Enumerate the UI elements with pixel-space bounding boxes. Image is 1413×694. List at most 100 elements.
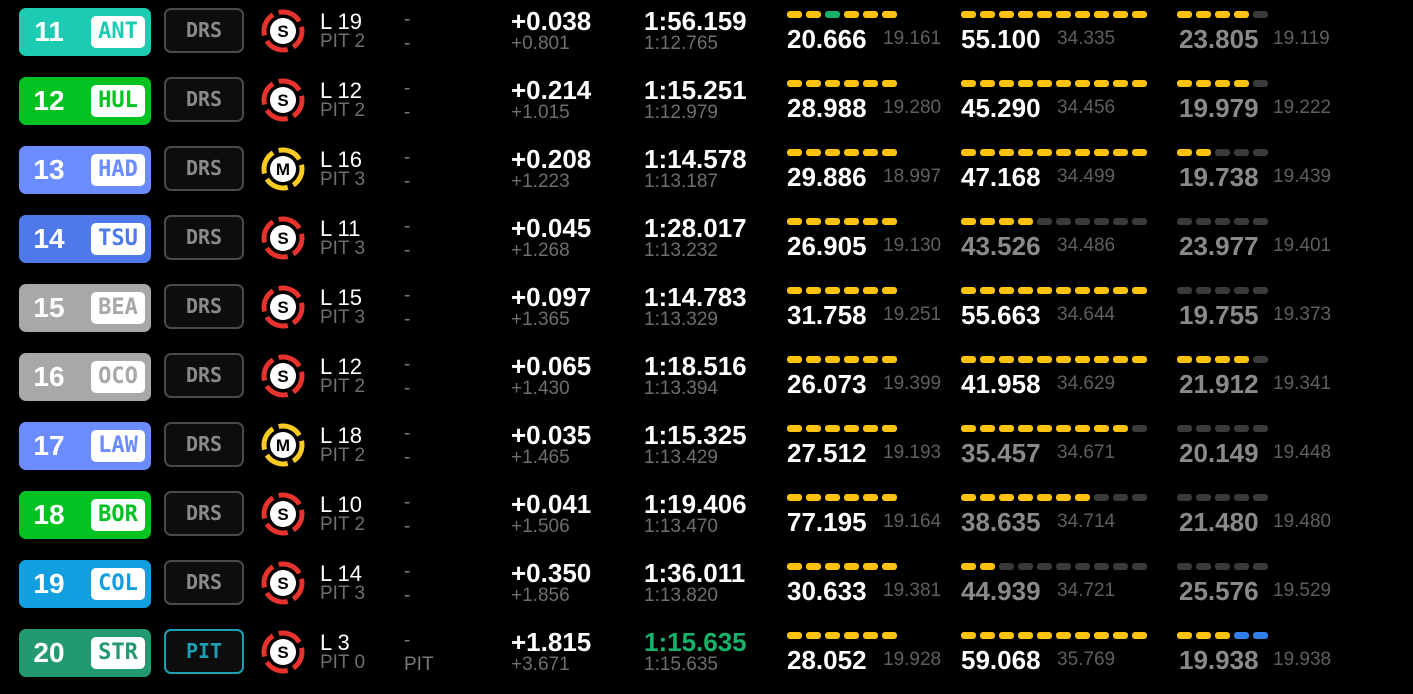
minisector-segment [961, 218, 976, 225]
minisector-segment [1037, 287, 1052, 294]
minisector-segment [863, 494, 878, 501]
drs-status-badge: DRS [164, 77, 244, 122]
driver-row[interactable]: 20 STR PIT S L 3 PIT 0 - PIT +1.815 +3.6… [0, 621, 1413, 690]
best-lap-time: 1:13.429 [644, 447, 718, 468]
driver-row[interactable]: 15 BEA DRS S L 15 PIT 3 - - +0.097 +1.36… [0, 276, 1413, 345]
minisector-segment [1037, 80, 1052, 87]
drs-status-badge: DRS [164, 353, 244, 398]
interval-to-ahead: +0.065 [511, 351, 592, 381]
minisector-segment [1215, 425, 1230, 432]
minisector-segment [961, 287, 976, 294]
sector-time: 41.958 [961, 369, 1041, 399]
minisector-segment [844, 632, 859, 639]
position-badge: 13 HAD [19, 146, 151, 194]
drs-status-badge: DRS [164, 284, 244, 329]
best-lap-time: 1:13.187 [644, 171, 718, 192]
tyre-compound-label: S [277, 574, 288, 593]
sector-best: 19.529 [1273, 580, 1332, 601]
minisector-segment [1132, 425, 1147, 432]
pit-stop-count: PIT 2 [320, 514, 366, 535]
position-number: 18 [33, 499, 65, 530]
best-lap-time: 1:13.470 [644, 516, 718, 537]
sector-time: 44.939 [961, 576, 1041, 606]
minisector-segment [1234, 356, 1249, 363]
driver-row[interactable]: 14 TSU DRS S L 11 PIT 3 - - +0.045 +1.26… [0, 207, 1413, 276]
minisector-segment [1113, 632, 1128, 639]
minisector-segment [1018, 80, 1033, 87]
minisector-segment [961, 425, 976, 432]
sector-time: 20.149 [1179, 438, 1259, 468]
minisector-segment [882, 356, 897, 363]
minisector-segment [1056, 425, 1071, 432]
info-placeholder: - [404, 285, 411, 306]
tyre-compound-label: M [276, 436, 290, 455]
minisector-segment [961, 563, 976, 570]
minisector-segment [863, 218, 878, 225]
position-badge: 19 COL [19, 560, 151, 608]
minisector-segment [882, 494, 897, 501]
minisector-segment [1177, 149, 1192, 156]
tyre-lap-count: L 12 [320, 354, 363, 379]
minisector-segment [787, 149, 802, 156]
info-placeholder: - [404, 561, 411, 582]
minisectors [961, 149, 1147, 156]
minisector-segment [1132, 287, 1147, 294]
minisector-segment [999, 356, 1014, 363]
gap-to-leader: +1.856 [511, 585, 570, 606]
minisector-segment [1094, 563, 1109, 570]
minisectors [961, 563, 1147, 570]
minisector-segment [787, 287, 802, 294]
minisector-segment [1018, 356, 1033, 363]
tyre-compound-icon: M [261, 423, 305, 467]
driver-row[interactable]: 13 HAD DRS M L 16 PIT 3 - - +0.208 +1.22… [0, 138, 1413, 207]
minisectors [1177, 11, 1268, 18]
last-lap-time: 1:36.011 [644, 558, 746, 588]
minisector-segment [787, 218, 802, 225]
minisector-segment [806, 149, 821, 156]
sector-time: 26.905 [787, 231, 867, 261]
tyre-compound-label: S [277, 367, 288, 386]
minisector-segment [1037, 494, 1052, 501]
position-number: 15 [33, 292, 65, 323]
driver-row[interactable]: 19 COL DRS S L 14 PIT 3 - - +0.350 +1.85… [0, 552, 1413, 621]
pit-indicator: - [404, 240, 411, 261]
minisector-segment [999, 563, 1014, 570]
minisector-segment [863, 425, 878, 432]
sector-time: 29.886 [787, 162, 867, 192]
driver-row[interactable]: 11 ANT DRS S L 19 PIT 2 - - +0.038 +0.80… [0, 0, 1413, 69]
minisector-segment [1215, 287, 1230, 294]
driver-row[interactable]: 18 BOR DRS S L 10 PIT 2 - - +0.041 +1.50… [0, 483, 1413, 552]
minisector-segment [999, 11, 1014, 18]
minisector-segment [806, 494, 821, 501]
sector-time: 26.073 [787, 369, 867, 399]
minisector-segment [980, 425, 995, 432]
driver-code: TSU [91, 223, 145, 255]
interval-to-ahead: +0.045 [511, 213, 592, 243]
minisectors [961, 425, 1147, 432]
sector-best: 19.280 [883, 97, 942, 118]
minisector-segment [825, 218, 840, 225]
minisector-segment [863, 563, 878, 570]
minisector-segment [1113, 356, 1128, 363]
minisector-segment [1132, 149, 1147, 156]
minisector-segment [1018, 218, 1033, 225]
driver-row[interactable]: 12 HUL DRS S L 12 PIT 2 - - +0.214 +1.01… [0, 69, 1413, 138]
minisector-segment [882, 425, 897, 432]
minisectors [961, 11, 1147, 18]
driver-row[interactable]: 17 LAW DRS M L 18 PIT 2 - - +0.035 +1.46… [0, 414, 1413, 483]
driver-row[interactable]: 16 OCO DRS S L 12 PIT 2 - - +0.065 +1.43… [0, 345, 1413, 414]
minisector-segment [1215, 356, 1230, 363]
minisector-segment [1075, 632, 1090, 639]
tyre-compound-icon: S [261, 216, 305, 260]
sector-best: 34.456 [1057, 97, 1116, 118]
drs-status-badge: PIT [164, 629, 244, 674]
minisector-segment [961, 632, 976, 639]
tyre-compound-icon: S [261, 630, 305, 674]
minisector-segment [1094, 218, 1109, 225]
minisector-segment [1075, 80, 1090, 87]
minisector-segment [1196, 563, 1211, 570]
gap-to-leader: +1.465 [511, 447, 570, 468]
minisector-segment [1234, 632, 1249, 639]
minisectors [787, 287, 897, 294]
minisector-segment [806, 563, 821, 570]
